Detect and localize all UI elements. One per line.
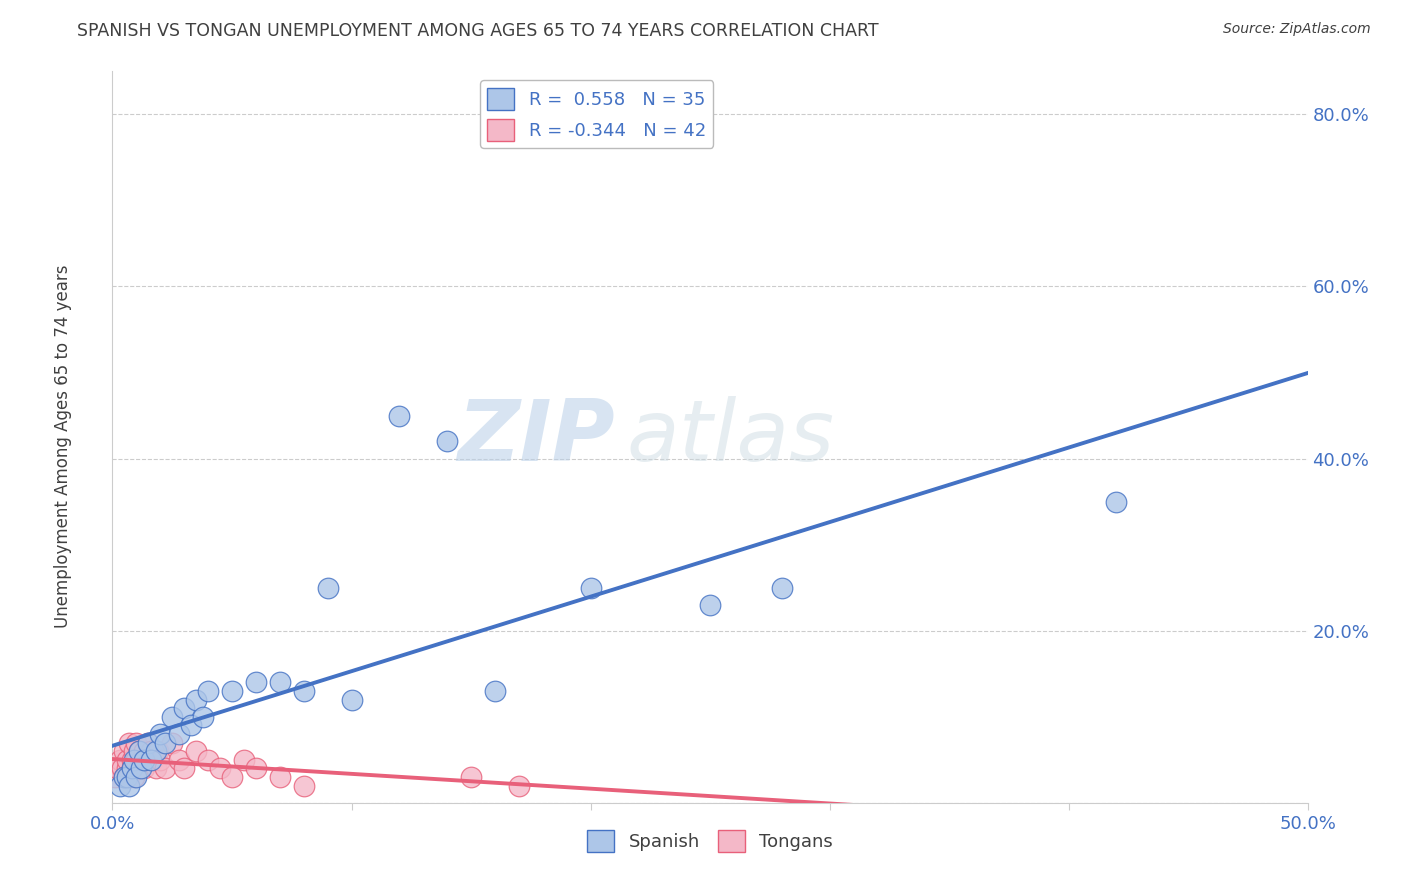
Point	[146, 744, 169, 758]
Point	[139, 753, 162, 767]
Point	[122, 753, 145, 767]
Point	[149, 753, 172, 767]
Point	[484, 684, 506, 698]
Point	[122, 770, 145, 784]
Point	[316, 581, 339, 595]
Point	[153, 735, 176, 749]
Point	[129, 761, 152, 775]
Point	[1105, 494, 1128, 508]
Text: SPANISH VS TONGAN UNEMPLOYMENT AMONG AGES 65 TO 74 YEARS CORRELATION CHART: SPANISH VS TONGAN UNEMPLOYMENT AMONG AGE…	[77, 22, 879, 40]
Point	[125, 753, 148, 767]
Point	[114, 770, 135, 784]
Point	[579, 581, 602, 595]
Text: Unemployment Among Ages 65 to 74 years: Unemployment Among Ages 65 to 74 years	[55, 264, 72, 628]
Point	[121, 761, 143, 775]
Point	[135, 753, 157, 767]
Point	[132, 753, 155, 767]
Point	[508, 779, 530, 793]
Point	[153, 761, 176, 775]
Text: ZIP: ZIP	[457, 395, 614, 479]
Point	[114, 770, 135, 784]
Point	[111, 761, 134, 775]
Point	[118, 735, 141, 749]
Point	[138, 735, 160, 749]
Point	[125, 735, 148, 749]
Point	[104, 770, 127, 784]
Point	[145, 761, 167, 775]
Point	[162, 735, 183, 749]
Text: atlas: atlas	[627, 395, 834, 479]
Point	[128, 744, 150, 758]
Point	[269, 675, 291, 690]
Point	[138, 735, 160, 749]
Point	[122, 744, 145, 758]
Point	[292, 779, 315, 793]
Point	[292, 684, 315, 698]
Point	[162, 710, 183, 724]
Point	[436, 434, 458, 449]
Point	[245, 761, 267, 775]
Point	[209, 761, 232, 775]
Point	[460, 770, 482, 784]
Point	[340, 692, 363, 706]
Point	[125, 770, 148, 784]
Point	[145, 744, 167, 758]
Point	[105, 761, 128, 775]
Point	[142, 753, 165, 767]
Point	[173, 701, 195, 715]
Point	[197, 684, 219, 698]
Point	[233, 753, 256, 767]
Point	[221, 684, 243, 698]
Point	[108, 779, 131, 793]
Point	[193, 710, 215, 724]
Point	[128, 761, 150, 775]
Point	[121, 753, 143, 767]
Point	[245, 675, 267, 690]
Point	[128, 744, 150, 758]
Point	[132, 744, 155, 758]
Point	[221, 770, 243, 784]
Point	[269, 770, 291, 784]
Point	[108, 753, 131, 767]
Point	[118, 779, 141, 793]
Point	[699, 598, 721, 612]
Point	[149, 727, 172, 741]
Point	[115, 770, 138, 784]
Point	[186, 744, 208, 758]
Point	[169, 753, 191, 767]
Point	[186, 692, 208, 706]
Point	[139, 744, 162, 758]
Legend: Spanish, Tongans: Spanish, Tongans	[579, 823, 841, 860]
Point	[197, 753, 219, 767]
Point	[169, 727, 191, 741]
Point	[115, 753, 138, 767]
Point	[173, 761, 195, 775]
Point	[770, 581, 793, 595]
Point	[118, 770, 141, 784]
Point	[115, 761, 138, 775]
Point	[132, 761, 155, 775]
Point	[129, 753, 152, 767]
Text: Source: ZipAtlas.com: Source: ZipAtlas.com	[1223, 22, 1371, 37]
Point	[114, 744, 135, 758]
Point	[180, 718, 202, 732]
Point	[388, 409, 411, 423]
Point	[121, 761, 143, 775]
